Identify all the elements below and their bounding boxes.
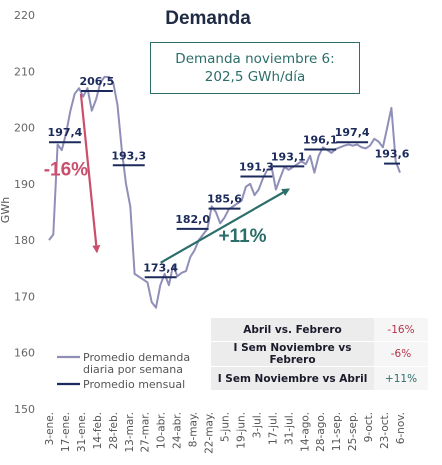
callout-line-2: 202,5 GWh/día [204, 69, 306, 85]
summary-label: I Sem Noviembre vs Abril [211, 366, 374, 391]
x-tick-label: 31-ene. [76, 412, 88, 452]
y-tick-label: 180 [14, 234, 35, 247]
annotation-label: -16% [44, 160, 88, 181]
data-label: 191,3 [239, 161, 274, 174]
legend-label-monthly: Promedio mensual [83, 378, 185, 391]
summary-label: I Sem Noviembre vs Febrero [211, 341, 374, 367]
x-tick-label: 5-jun. [220, 412, 232, 442]
monthly-segments: 197,4 206,5 193,3 173,4 182,0 185,6 191,3193,1… [48, 75, 410, 279]
callout-line-1: Demanda noviembre 6: [175, 51, 335, 67]
x-tick-label: 17-ene. [60, 412, 72, 452]
x-tick-label: 13-mar. [124, 412, 136, 453]
y-tick-label: 190 [14, 178, 35, 191]
x-tick-label: 28-feb. [108, 412, 120, 449]
x-tick-label: 9-oct. [363, 412, 375, 442]
callout-box: Demanda noviembre 6: 202,5 GWh/día [150, 42, 360, 94]
x-tick-label: 3-jul. [251, 412, 263, 438]
data-label: 173,4 [143, 261, 178, 274]
summary-row: I Sem Noviembre vs Abril +11% [211, 366, 428, 391]
series-lines [48, 75, 401, 309]
y-axis-label: GWh [0, 197, 12, 223]
legend: Promedio demanda diaria por semana Promedi… [57, 351, 190, 391]
x-tick-label: 14-feb. [92, 412, 104, 449]
series-line-weekly [48, 75, 401, 309]
y-tick-label: 150 [14, 403, 35, 416]
data-label: 193,1 [271, 150, 306, 163]
summary-value: -16% [374, 318, 428, 342]
trend-arrow [79, 93, 101, 254]
summary-row: Abril vs. Febrero -16% [211, 318, 428, 342]
summary-value: +11% [374, 366, 428, 391]
data-label: 193,3 [111, 149, 146, 162]
y-tick-label: 200 [14, 122, 35, 135]
legend-label-weekly: Promedio demanda diaria por semana [83, 351, 190, 376]
x-tick-label: 25-sep. [347, 412, 359, 451]
y-tick-label: 220 [14, 9, 35, 22]
x-tick-label: 8-may. [188, 412, 200, 447]
y-tick-label: 160 [14, 347, 35, 360]
data-label: 196,1 [303, 134, 338, 147]
x-tick-label: 22-may. [204, 412, 216, 454]
summary-row: I Sem Noviembre vs Febrero -6% [211, 341, 428, 367]
data-label: 185,6 [207, 193, 242, 206]
annotation-label: +11% [218, 226, 266, 247]
x-tick-label: 24-abr. [172, 412, 184, 449]
data-label: 206,5 [79, 75, 114, 88]
x-tick-label: 3-ene. [44, 412, 56, 445]
data-label: 197,4 [48, 126, 83, 139]
x-tick-label: 17-jul. [267, 412, 279, 445]
x-tick-label: 10-abr. [156, 412, 168, 449]
y-tick-label: 210 [14, 65, 35, 78]
trend-arrow [160, 188, 291, 264]
x-tick-labels: 3-ene. 17-ene. 31-ene. 14-feb. 28-feb. 13-mar… [44, 412, 407, 454]
data-label: 197,4 [335, 126, 370, 139]
x-tick-label: 23-oct. [379, 412, 391, 449]
x-tick-label: 27-mar. [140, 412, 152, 453]
y-tick-label: 170 [14, 290, 35, 303]
summary-table: Abril vs. Febrero -16% I Sem Noviembre v… [211, 318, 428, 391]
data-label: 193,6 [375, 148, 410, 161]
annotations: -16% +11% [44, 93, 291, 264]
y-tick-labels: 150 160 170 180 190 200 210 220 [14, 9, 35, 416]
summary-value: -6% [374, 341, 428, 367]
x-tick-label: 11-sep. [331, 412, 343, 451]
x-tick-label: 6-nov. [395, 412, 407, 444]
x-tick-label: 28-ago. [315, 412, 327, 452]
summary-label: Abril vs. Febrero [211, 318, 374, 342]
x-tick-label: 31-jul. [283, 412, 295, 445]
x-tick-label: 19-jun. [235, 412, 247, 449]
chart-title: Demanda [165, 8, 251, 29]
x-tick-label: 14-ago. [299, 412, 311, 452]
data-label: 182,0 [175, 213, 210, 226]
